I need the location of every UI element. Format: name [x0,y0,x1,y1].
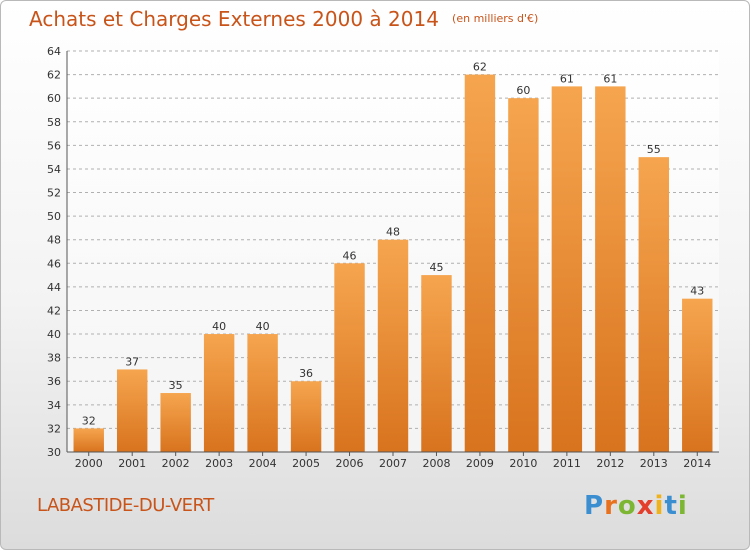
y-tick-label: 40 [47,328,61,341]
x-tick-label: 2009 [466,457,494,470]
y-tick-label: 36 [47,375,61,388]
value-label: 60 [516,84,530,97]
x-tick-label: 2014 [683,457,711,470]
logo-letter: x [636,491,655,521]
bar-2000 [73,428,104,452]
y-tick-label: 32 [47,422,61,435]
value-label: 62 [473,61,487,74]
x-tick-label: 2007 [379,457,407,470]
y-tick-label: 38 [47,352,61,365]
bar-2014 [682,298,713,452]
y-tick-label: 50 [47,210,61,223]
value-label: 40 [256,320,270,333]
chart-unit: (en milliers d'€) [452,12,539,25]
bar-2009 [464,74,496,453]
y-tick-label: 52 [47,187,61,200]
y-tick-label: 48 [47,234,61,247]
y-tick-label: 56 [47,139,61,152]
x-tick-label: 2013 [640,457,668,470]
logo-letter: o [617,491,637,521]
value-label: 40 [212,320,226,333]
x-tick-label: 2012 [596,457,624,470]
y-tick-label: 54 [47,163,61,176]
value-label: 48 [386,226,400,239]
chart-title: Achats et Charges Externes 2000 à 2014 [29,7,439,31]
x-tick-label: 2006 [336,457,364,470]
x-tick-label: 2003 [205,457,233,470]
value-label: 35 [169,379,183,392]
bar-2006 [334,263,365,452]
logo-letter: i [654,491,665,521]
x-tick-label: 2001 [118,457,146,470]
bar-2010 [508,98,539,453]
proxiti-logo: Proxiti [584,491,688,521]
value-label: 55 [647,143,661,156]
y-tick-label: 64 [47,45,61,58]
y-tick-label: 30 [47,446,61,459]
logo-letter: i [677,491,688,521]
bars-group [73,74,713,453]
bar-2003 [203,334,235,452]
commune-name: LABASTIDE-DU-VERT [37,495,214,516]
x-tick-label: 2002 [162,457,190,470]
bar-2011 [551,86,583,452]
y-tick-label: 58 [47,116,61,129]
x-tick-label: 2008 [422,457,450,470]
chart-title-block: Achats et Charges Externes 2000 à 2014 (… [29,7,538,31]
value-label: 32 [82,414,96,427]
y-tick-label: 44 [47,281,61,294]
logo-letter: P [584,491,605,521]
value-label: 36 [299,367,313,380]
value-label: 46 [343,249,357,262]
bar-2001 [116,369,148,452]
bar-2002 [160,393,191,452]
value-label: 43 [690,285,704,298]
y-tick-label: 60 [47,92,61,105]
value-label: 45 [429,261,443,274]
y-tick-label: 42 [47,304,61,317]
value-labels-group: 32 37 35 40 40 36 46 48 45 62 60 61 61 55 43 [82,61,705,428]
bar-2012 [595,86,626,452]
bar-2008 [421,275,452,452]
value-label: 61 [603,72,617,85]
value-label: 37 [125,355,139,368]
logo-letter: t [664,491,678,521]
x-tick-label: 2010 [509,457,537,470]
y-tick-label: 46 [47,257,61,270]
x-tick-label: 2000 [75,457,103,470]
bar-2007 [377,239,409,452]
bar-2013 [638,157,670,452]
value-label: 61 [560,72,574,85]
x-tick-label: 2011 [553,457,581,470]
bar-2005 [290,381,322,452]
x-tick-label: 2005 [292,457,320,470]
bar-2004 [247,334,278,452]
x-axis: 2000 2001 2002 2003 2004 2005 2006 2007 2008 2009… [75,452,711,470]
y-tick-label: 62 [47,69,61,82]
logo-letter: r [604,491,618,521]
y-tick-label: 34 [47,399,61,412]
x-tick-label: 2004 [249,457,277,470]
